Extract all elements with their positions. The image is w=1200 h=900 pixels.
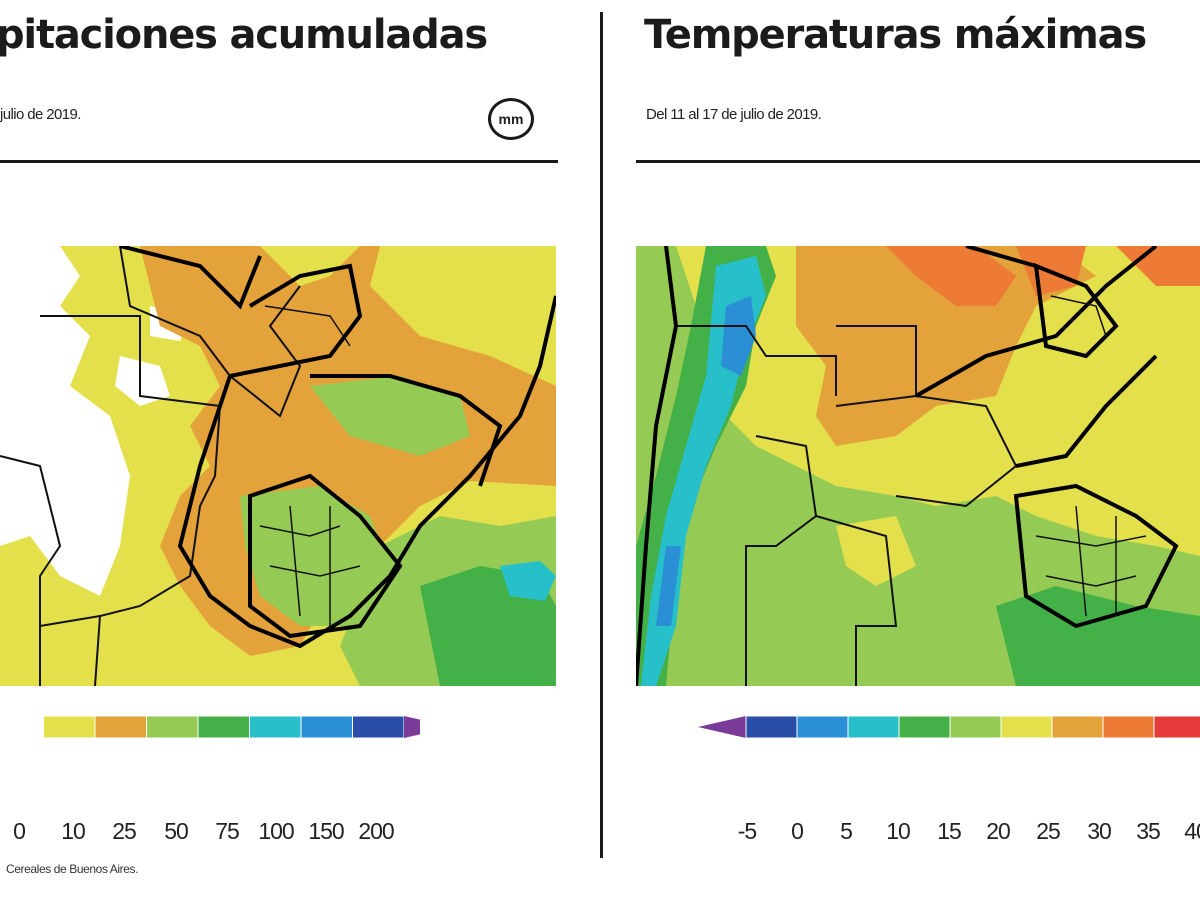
source-note: Cereales de Buenos Aires. xyxy=(6,862,139,876)
scale-label-5: 5 xyxy=(840,818,853,844)
temperature-subtitle: Del 11 al 17 de julio de 2019. xyxy=(646,106,822,123)
scale-swatch-6 xyxy=(300,715,353,739)
temperature-map xyxy=(636,246,1200,686)
precipitation-map xyxy=(0,246,556,686)
scale-label-0: 0 xyxy=(13,818,26,844)
scale-label-25: 25 xyxy=(112,818,137,844)
scale-label-10: 10 xyxy=(61,818,86,844)
temperature-title: Temperaturas máximas xyxy=(644,12,1147,58)
scale-label-35: 35 xyxy=(1136,818,1161,844)
scale-label-200: 200 xyxy=(358,818,394,844)
unit-badge: mm xyxy=(488,98,534,140)
scale-swatch-1 xyxy=(43,715,96,739)
scale-label-50: 50 xyxy=(164,818,189,844)
precipitation-scale-labels: 0 10 25 50 75 100 150 200 xyxy=(0,818,420,850)
scale-arrow-low xyxy=(698,716,746,738)
scale-swatch-1 xyxy=(796,715,849,739)
scale-swatch-7 xyxy=(1102,715,1155,739)
temperature-panel: Temperaturas máximas Del 11 al 17 de jul… xyxy=(608,0,1200,900)
scale-label-0: 0 xyxy=(791,818,804,844)
title-rule xyxy=(0,160,558,163)
scale-label-150: 150 xyxy=(308,818,344,844)
precipitation-subtitle: julio de 2019. xyxy=(0,106,81,123)
scale-label-30: 30 xyxy=(1087,818,1112,844)
scale-swatch-2 xyxy=(847,715,900,739)
scale-swatch-7 xyxy=(352,715,405,739)
scale-swatch-2 xyxy=(94,715,147,739)
scale-label-20: 20 xyxy=(986,818,1011,844)
scale-label-100: 100 xyxy=(258,818,294,844)
scale-label-minus5: -5 xyxy=(737,818,757,844)
precipitation-color-scale xyxy=(0,715,420,739)
scale-arrow-high xyxy=(404,716,420,738)
scale-swatch-5 xyxy=(249,715,302,739)
scale-swatch-6 xyxy=(1051,715,1104,739)
scale-swatch-0 xyxy=(745,715,798,739)
temperature-scale-labels: -5 0 5 10 15 20 25 30 35 40 xyxy=(608,818,1200,850)
scale-swatch-4 xyxy=(949,715,1002,739)
scale-label-10: 10 xyxy=(886,818,911,844)
scale-label-25: 25 xyxy=(1036,818,1061,844)
scale-swatch-4 xyxy=(197,715,250,739)
title-rule xyxy=(636,160,1200,163)
panel-divider xyxy=(600,12,603,858)
scale-swatch-5 xyxy=(1000,715,1053,739)
scale-swatch-0 xyxy=(0,715,44,739)
precipitation-title: pitaciones acumuladas xyxy=(0,12,488,58)
scale-label-75: 75 xyxy=(215,818,240,844)
scale-label-15: 15 xyxy=(937,818,962,844)
scale-swatch-3 xyxy=(146,715,199,739)
precipitation-panel: pitaciones acumuladas julio de 2019. mm xyxy=(0,12,558,876)
scale-label-40: 40 xyxy=(1184,818,1200,844)
scale-swatch-3 xyxy=(898,715,951,739)
temperature-color-scale xyxy=(698,715,1200,739)
scale-swatch-8 xyxy=(1153,715,1200,739)
